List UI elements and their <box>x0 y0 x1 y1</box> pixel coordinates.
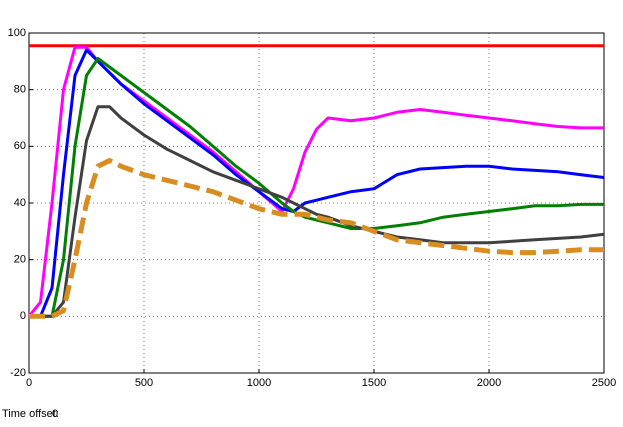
y-tick-label: 60 <box>14 140 26 152</box>
x-tick-label: 1000 <box>247 377 271 389</box>
series-line <box>29 158 604 319</box>
y-tick-label: 20 <box>14 254 26 266</box>
x-tick-label: 1500 <box>362 377 386 389</box>
y-tick-label: 80 <box>14 84 26 96</box>
y-tick-label: 100 <box>8 27 26 39</box>
y-tick-label: 40 <box>14 197 26 209</box>
series-line <box>29 48 605 318</box>
time-offset-value: 0 <box>52 408 58 420</box>
x-tick-label: 2000 <box>477 377 501 389</box>
series-line <box>29 105 605 318</box>
x-tick-label: 500 <box>135 377 153 389</box>
y-tick-label: -20 <box>10 367 26 379</box>
series-line <box>29 57 604 318</box>
time-offset-label: Time offset: <box>2 408 59 420</box>
y-tick-label: 0 <box>20 310 26 322</box>
x-tick-label: 0 <box>26 377 32 389</box>
x-tick-label: 2500 <box>592 377 616 389</box>
